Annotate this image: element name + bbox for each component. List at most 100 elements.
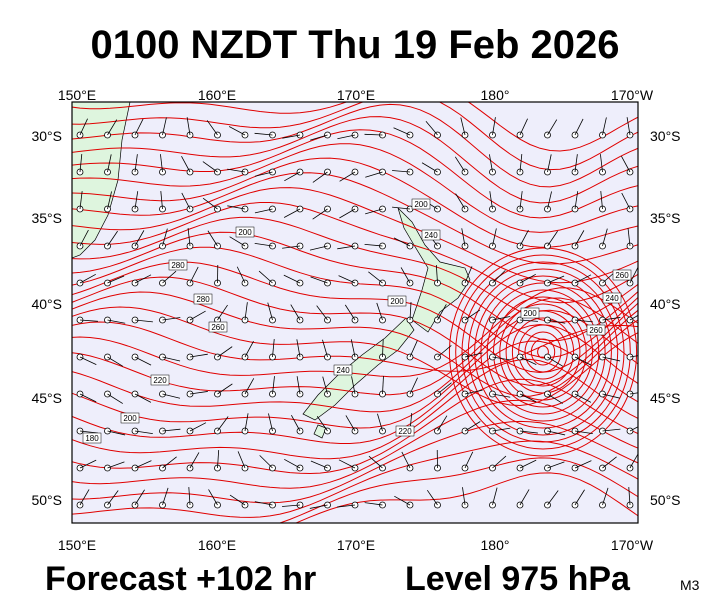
contour-label: 260 [211, 323, 225, 332]
barb-staff [547, 356, 564, 367]
contour-label: 220 [153, 376, 167, 385]
barb-staff [574, 319, 593, 323]
barb-staff [217, 304, 228, 321]
barb-staff [337, 134, 356, 140]
barb-staff [621, 192, 631, 210]
contour-label-box [387, 295, 407, 307]
left-label: 40°S [31, 296, 62, 312]
barb-staff [189, 310, 206, 321]
barb-staff [322, 339, 328, 358]
barb-staff [602, 317, 621, 321]
barb-staff [162, 428, 181, 432]
barb-staff [229, 494, 246, 506]
barb-staff [621, 155, 631, 173]
contour-label: 200 [414, 200, 428, 209]
contour-label-box [82, 432, 102, 444]
barb-staff [162, 228, 168, 247]
barb-staff [202, 161, 218, 173]
barb-staff [207, 230, 218, 247]
contour [72, 102, 638, 171]
contour [72, 102, 638, 152]
barb-staff [217, 383, 233, 395]
barb-staff [393, 237, 411, 247]
barb-staff [421, 162, 438, 173]
barb-staff [350, 339, 356, 358]
contour-label: 200 [523, 309, 537, 318]
barb-staff [162, 317, 181, 321]
barb-staff [519, 191, 523, 210]
barb-staff [228, 126, 246, 136]
barb-staff [312, 171, 328, 183]
contour [72, 157, 638, 248]
barb-staff [547, 461, 565, 469]
contour [72, 143, 638, 233]
barb-staff [629, 266, 638, 284]
barb-staff [134, 430, 153, 435]
barb-staff [312, 208, 328, 220]
barb-staff [492, 316, 511, 321]
contour-labels: 200 240 200 280 280 260 200 180 220 200 240 220 240 2… [82, 198, 632, 444]
contour [72, 202, 638, 304]
left-label: 30°S [31, 128, 62, 144]
contour-label-box [586, 324, 606, 336]
barb-staff [602, 456, 617, 469]
barb-staff [134, 154, 138, 173]
bottom-label: 170°W [611, 537, 654, 553]
barb-staff [364, 133, 383, 136]
barb-staff [186, 117, 191, 136]
barb-staff [107, 191, 112, 210]
barb-staff [368, 455, 383, 469]
barb-staff [282, 134, 301, 139]
barb-staff [455, 193, 466, 210]
barb-staff [547, 393, 563, 404]
model-label: M3 [680, 577, 700, 593]
barb-staff [547, 154, 552, 173]
barb-staff [394, 495, 411, 506]
barb-staff [284, 458, 301, 469]
barb-staff [492, 393, 511, 398]
barb-staff [628, 487, 631, 506]
barb-staff [134, 489, 145, 506]
barb-staff [79, 319, 98, 322]
contour [72, 306, 638, 407]
low-contour [524, 331, 562, 373]
low-contour [518, 324, 568, 380]
barb-staff [162, 393, 181, 399]
contour-label-box [612, 269, 632, 281]
bottom-label: 150°E [58, 537, 96, 553]
contour-label: 280 [171, 261, 185, 270]
barb-staff [365, 171, 383, 178]
barb-staff [181, 155, 191, 173]
barb-staff [461, 228, 466, 247]
barb-staff [162, 270, 177, 284]
barb-staff [162, 487, 169, 506]
barb-staff [574, 274, 592, 284]
barb-staff [134, 274, 152, 284]
barb-staff [290, 304, 301, 321]
low-contour [461, 261, 625, 443]
barb-staff [600, 191, 603, 210]
barb-staff [602, 487, 609, 506]
axis-labels: 150°E 160°E 170°E 180° 170°W 150°E 160°E 170°E 1… [31, 87, 680, 553]
barb-staff [519, 229, 529, 247]
barb-staff [425, 120, 438, 136]
barb-staff [519, 118, 528, 136]
barb-staff [547, 430, 566, 436]
barb-staff [464, 352, 483, 358]
contour [72, 187, 638, 284]
barb-staff [283, 274, 301, 284]
barb-staff [162, 356, 181, 362]
barb-staff [629, 392, 638, 395]
barb-staff [492, 487, 498, 506]
barb-staff [574, 430, 593, 434]
barb-staff [519, 356, 537, 365]
barb-staff [437, 382, 452, 395]
bottom-label: 160°E [198, 537, 236, 553]
barb-staff [134, 319, 153, 323]
contour-label-box [333, 364, 353, 376]
low-contour [480, 282, 606, 422]
barb-staff [244, 302, 248, 321]
bottom-label: 180° [481, 537, 510, 553]
barb-staff [547, 490, 559, 506]
